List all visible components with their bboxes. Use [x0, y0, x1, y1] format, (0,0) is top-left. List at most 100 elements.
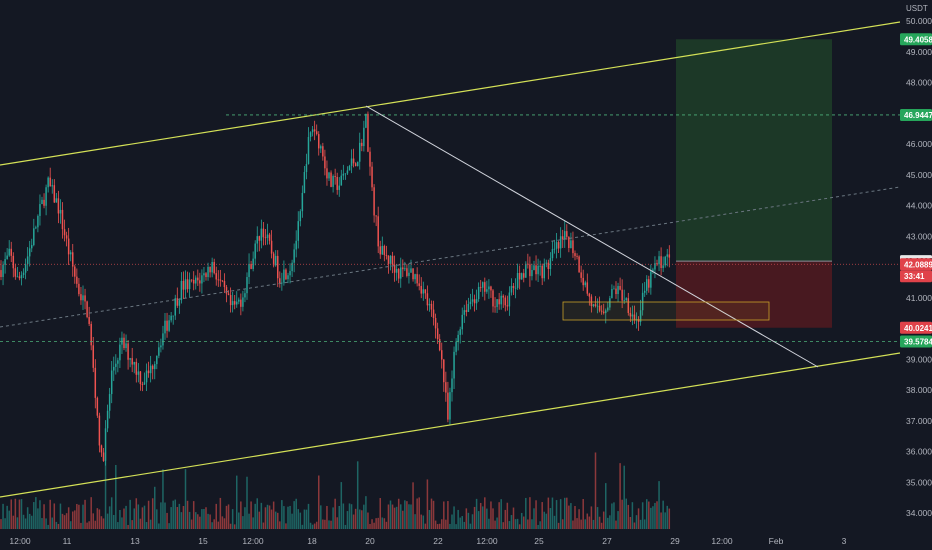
candle-body [465, 310, 468, 312]
candle-body [402, 267, 404, 270]
candle-body [342, 173, 345, 176]
candle-body [69, 252, 72, 255]
candle-body [418, 283, 420, 286]
volume-bar [650, 507, 652, 529]
candle-body [233, 301, 236, 305]
volume-bar [414, 514, 416, 529]
candle-body [619, 286, 621, 290]
volume-bar [22, 514, 25, 529]
candle-body [131, 358, 133, 365]
candle-body [557, 242, 560, 249]
volume-bar [18, 499, 21, 529]
candle-body [197, 277, 199, 281]
candle-body [416, 274, 418, 284]
candle-body [449, 392, 451, 420]
volume-bar [566, 497, 568, 529]
volume-bar [33, 502, 35, 529]
volume-bar [621, 499, 623, 529]
candle-body [195, 277, 197, 284]
volume-bar [412, 482, 414, 529]
volume-bar [586, 513, 589, 529]
candle-body [592, 304, 595, 307]
volume-bar [506, 502, 509, 529]
candle-body [84, 295, 86, 302]
candle-body [537, 265, 539, 275]
volume-bar [322, 519, 324, 529]
volume-bar [490, 501, 492, 529]
candle-body [268, 234, 271, 241]
volume-bar [162, 469, 164, 529]
candle-body [443, 359, 445, 383]
volume-bar [72, 511, 74, 529]
candle-body [61, 209, 64, 230]
volume-bar [445, 519, 447, 529]
candle-body [326, 168, 328, 179]
volume-bar [590, 506, 593, 529]
candle-body [115, 363, 117, 367]
candle-body [86, 301, 88, 318]
volume-bar [14, 498, 17, 529]
candle-body [471, 299, 474, 302]
volume-bar [63, 515, 66, 529]
volume-bar [453, 506, 455, 529]
x-tick-label: 12:00 [476, 536, 498, 546]
candle-body [80, 294, 82, 301]
volume-bar [291, 513, 293, 529]
y-tick-label: 37.0000 [906, 416, 932, 426]
price-tag [900, 33, 932, 46]
candle-body [646, 279, 648, 291]
volume-bar [465, 508, 468, 529]
drawings [0, 21, 901, 498]
candle-body [57, 198, 60, 214]
candle-body [311, 129, 314, 133]
candle-body [236, 301, 238, 305]
x-tick-label: 29 [670, 536, 680, 546]
volume-bar [533, 508, 535, 529]
candle-body [225, 287, 228, 294]
volume-bar [361, 510, 363, 529]
volume-bar [529, 497, 531, 529]
volume-bar [151, 498, 154, 529]
candle-body [41, 199, 43, 205]
candle-body [254, 243, 256, 259]
volume-bar [309, 522, 312, 529]
candle-body [607, 307, 609, 311]
volume-bar [293, 501, 295, 529]
volume-bar [297, 509, 299, 529]
volume-bar [256, 498, 258, 529]
volume-bar [502, 522, 504, 529]
volume-bar [637, 508, 640, 529]
volume-bar [262, 522, 265, 529]
volume-bar [74, 510, 76, 529]
candle-body [570, 240, 572, 248]
candle-body [545, 262, 548, 264]
volume-bar [477, 511, 480, 529]
volume-bar [233, 524, 236, 529]
candle-body [629, 312, 632, 317]
volume-bar [348, 503, 351, 529]
volume-bar [434, 520, 437, 529]
candle-body [223, 281, 226, 288]
candle-body [135, 361, 138, 375]
candle-body [455, 341, 457, 352]
volume-bar [330, 520, 332, 529]
candle-body [613, 288, 615, 290]
channel-upper-line [0, 21, 901, 166]
candle-body [141, 384, 144, 385]
volume-bar [188, 511, 191, 529]
volume-bar [143, 505, 146, 529]
volume-bar [61, 513, 64, 529]
candle-body [328, 172, 330, 179]
candle-body [184, 279, 187, 290]
volume-bar [549, 508, 552, 529]
candle-body [330, 172, 332, 187]
volume-bar [334, 498, 336, 529]
candle-body [652, 269, 654, 272]
candle-body [291, 262, 293, 272]
candle-body [168, 320, 170, 331]
candle-body [559, 236, 562, 249]
volume-bar [639, 519, 642, 529]
volume-bar [459, 517, 461, 529]
